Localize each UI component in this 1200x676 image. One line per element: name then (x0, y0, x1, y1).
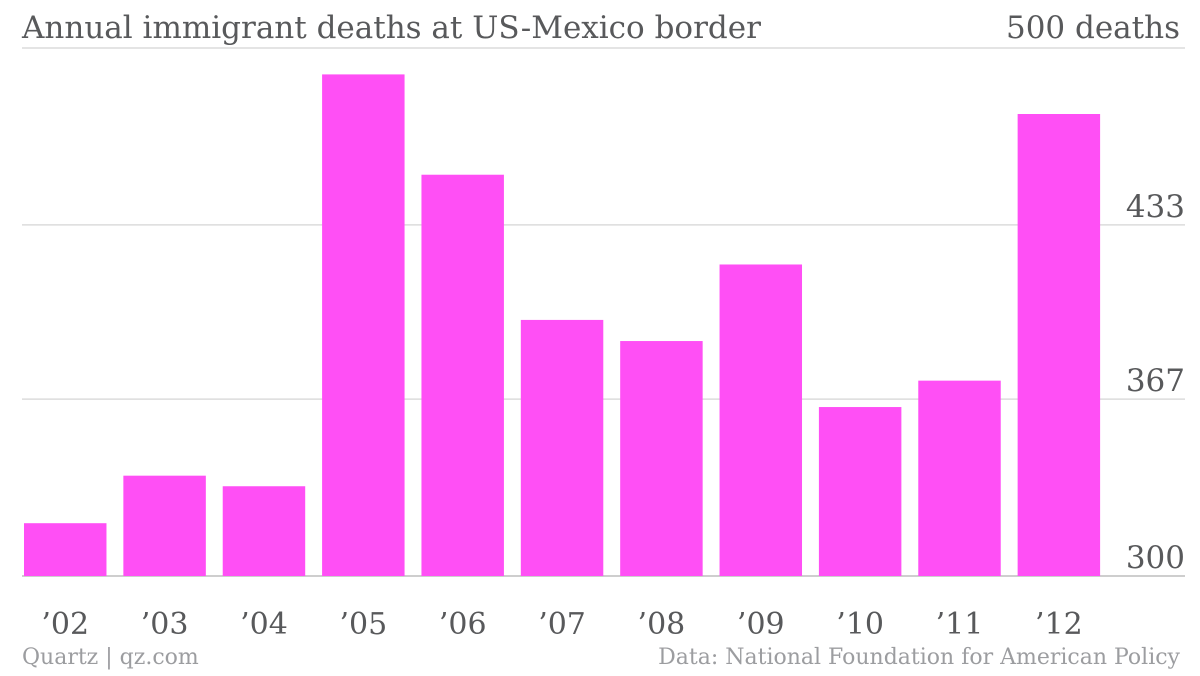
x-tick-label: ’02 (41, 607, 89, 642)
bar-10 (918, 380, 1001, 576)
x-tick-label: ’11 (936, 607, 984, 642)
y-tick-label: 433 (1126, 189, 1185, 225)
bar-7 (620, 341, 703, 576)
x-tick-label: ’09 (737, 607, 785, 642)
x-tick-label: ’10 (836, 607, 884, 642)
bar-11 (1017, 114, 1101, 576)
bar-9 (818, 407, 902, 576)
bar-6 (520, 319, 604, 576)
x-tick-label: ’03 (141, 607, 189, 642)
y-axis-ticks: 300 367 433 (1126, 189, 1185, 576)
chart-title: Annual immigrant deaths at US-Mexico bor… (22, 10, 761, 46)
data-source: Data: National Foundation for American P… (658, 645, 1180, 670)
y-tick-label: 300 (1126, 540, 1185, 576)
x-tick-label: ’06 (439, 607, 487, 642)
bar-8 (719, 264, 803, 576)
source-credit: Quartz | qz.com (22, 645, 199, 670)
x-tick-label: ’12 (1035, 607, 1083, 642)
bars (24, 74, 1101, 577)
x-axis-labels: ’02 ’03 ’04 ’05 ’06 ’07 ’08 ’09 ’10 ’11 ’12 (41, 607, 1082, 642)
x-tick-label: ’04 (240, 607, 288, 642)
unit-label: 500 deaths (1005, 10, 1180, 46)
y-tick-label: 367 (1126, 363, 1185, 399)
x-tick-label: ’07 (538, 607, 586, 642)
bar-2 (123, 475, 206, 576)
bar-4 (322, 74, 405, 577)
bar-3 (222, 486, 306, 576)
bar-5 (421, 174, 504, 576)
bar-1 (24, 523, 107, 576)
x-tick-label: ’05 (339, 607, 387, 642)
x-tick-label: ’08 (638, 607, 686, 642)
